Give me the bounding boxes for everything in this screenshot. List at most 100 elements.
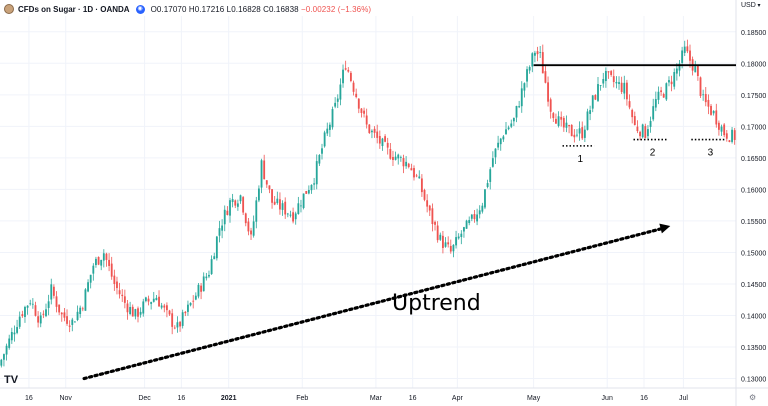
candle-up[interactable] [394, 156, 397, 160]
candle-down[interactable] [594, 94, 597, 100]
candle-up[interactable] [300, 205, 302, 207]
candle-down[interactable] [305, 191, 308, 194]
candle-up[interactable] [10, 332, 13, 341]
candle-up[interactable] [339, 84, 342, 100]
candle-down[interactable] [55, 296, 58, 307]
candle-down[interactable] [368, 124, 371, 133]
candle-up[interactable] [499, 138, 502, 145]
candle-down[interactable] [147, 298, 150, 302]
candle-up[interactable] [229, 200, 231, 216]
candle-down[interactable] [410, 168, 413, 171]
candle-down[interactable] [265, 180, 268, 185]
candle-up[interactable] [576, 134, 578, 136]
candle-up[interactable] [297, 203, 300, 215]
candle-up[interactable] [29, 303, 32, 305]
candle-down[interactable] [696, 65, 699, 76]
candle-down[interactable] [552, 113, 555, 119]
candle-up[interactable] [176, 322, 179, 328]
candle-up[interactable] [310, 184, 313, 191]
candle-up[interactable] [439, 234, 442, 240]
candle-up[interactable] [675, 68, 678, 74]
candle-down[interactable] [704, 94, 707, 103]
symbol-title[interactable]: CFDs on Sugar · 1D · OANDA [18, 4, 130, 14]
candle-down[interactable] [118, 290, 121, 295]
candle-up[interactable] [321, 148, 323, 154]
candle-down[interactable] [386, 142, 389, 148]
candle-down[interactable] [21, 314, 24, 317]
candle-down[interactable] [268, 185, 271, 190]
candle-up[interactable] [578, 128, 581, 134]
candle-up[interactable] [468, 220, 471, 224]
candle-up[interactable] [478, 210, 481, 215]
candle-down[interactable] [717, 122, 720, 130]
candle-up[interactable] [89, 274, 92, 283]
candle-up[interactable] [24, 306, 26, 317]
candle-up[interactable] [326, 128, 329, 134]
candle-down[interactable] [81, 308, 84, 310]
candle-up[interactable] [641, 124, 644, 138]
candle-up[interactable] [505, 129, 507, 135]
candle-down[interactable] [344, 68, 347, 70]
candle-down[interactable] [171, 313, 174, 327]
candle-up[interactable] [197, 284, 200, 297]
candle-down[interactable] [273, 201, 276, 205]
currency-selector[interactable]: USD [741, 2, 760, 9]
candle-up[interactable] [502, 136, 505, 140]
candle-up[interactable] [26, 305, 29, 308]
candle-down[interactable] [541, 52, 544, 74]
candle-down[interactable] [97, 256, 100, 265]
candle-up[interactable] [187, 304, 189, 312]
candle-up[interactable] [239, 195, 242, 202]
candle-down[interactable] [168, 310, 171, 315]
candle-up[interactable] [76, 311, 79, 320]
candle-down[interactable] [244, 213, 247, 224]
candle-down[interactable] [420, 178, 423, 193]
candle-down[interactable] [349, 72, 352, 81]
candle-down[interactable] [549, 99, 552, 112]
candle-up[interactable] [494, 148, 497, 158]
candle-down[interactable] [68, 325, 71, 327]
candle-up[interactable] [252, 221, 255, 236]
candle-up[interactable] [84, 289, 87, 311]
candle-down[interactable] [723, 124, 726, 136]
candle-down[interactable] [63, 312, 66, 318]
candle-down[interactable] [573, 134, 576, 138]
candle-up[interactable] [142, 301, 145, 314]
candle-up[interactable] [281, 203, 284, 210]
candle-down[interactable] [644, 126, 647, 138]
candle-down[interactable] [639, 131, 641, 137]
candle-down[interactable] [625, 82, 628, 100]
candle-down[interactable] [612, 76, 615, 83]
candle-up[interactable] [460, 233, 463, 238]
candle-up[interactable] [618, 82, 620, 84]
candle-down[interactable] [58, 304, 61, 313]
candle-down[interactable] [352, 82, 355, 92]
candle-down[interactable] [179, 321, 181, 327]
candle-up[interactable] [257, 188, 260, 201]
candle-down[interactable] [426, 200, 429, 207]
candle-down[interactable] [378, 136, 381, 144]
candle-down[interactable] [373, 128, 376, 133]
candle-up[interactable] [470, 214, 473, 219]
candle-up[interactable] [481, 205, 484, 212]
candle-down[interactable] [234, 200, 237, 206]
candle-up[interactable] [654, 99, 657, 108]
eye-icon[interactable]: ◉ [135, 4, 145, 14]
candle-down[interactable] [447, 242, 450, 245]
candle-up[interactable] [92, 265, 95, 274]
candle-up[interactable] [289, 214, 292, 216]
candle-up[interactable] [260, 160, 263, 188]
candle-down[interactable] [707, 99, 710, 107]
candle-down[interactable] [42, 313, 45, 315]
candle-up[interactable] [16, 327, 19, 333]
candle-up[interactable] [276, 198, 279, 204]
candle-down[interactable] [415, 175, 418, 177]
candle-up[interactable] [465, 220, 468, 229]
candle-down[interactable] [670, 81, 673, 85]
candle-up[interactable] [528, 67, 531, 71]
candle-down[interactable] [449, 245, 452, 252]
candle-down[interactable] [131, 306, 134, 317]
candle-up[interactable] [615, 81, 618, 84]
candle-up[interactable] [720, 126, 723, 132]
candle-down[interactable] [363, 110, 365, 114]
